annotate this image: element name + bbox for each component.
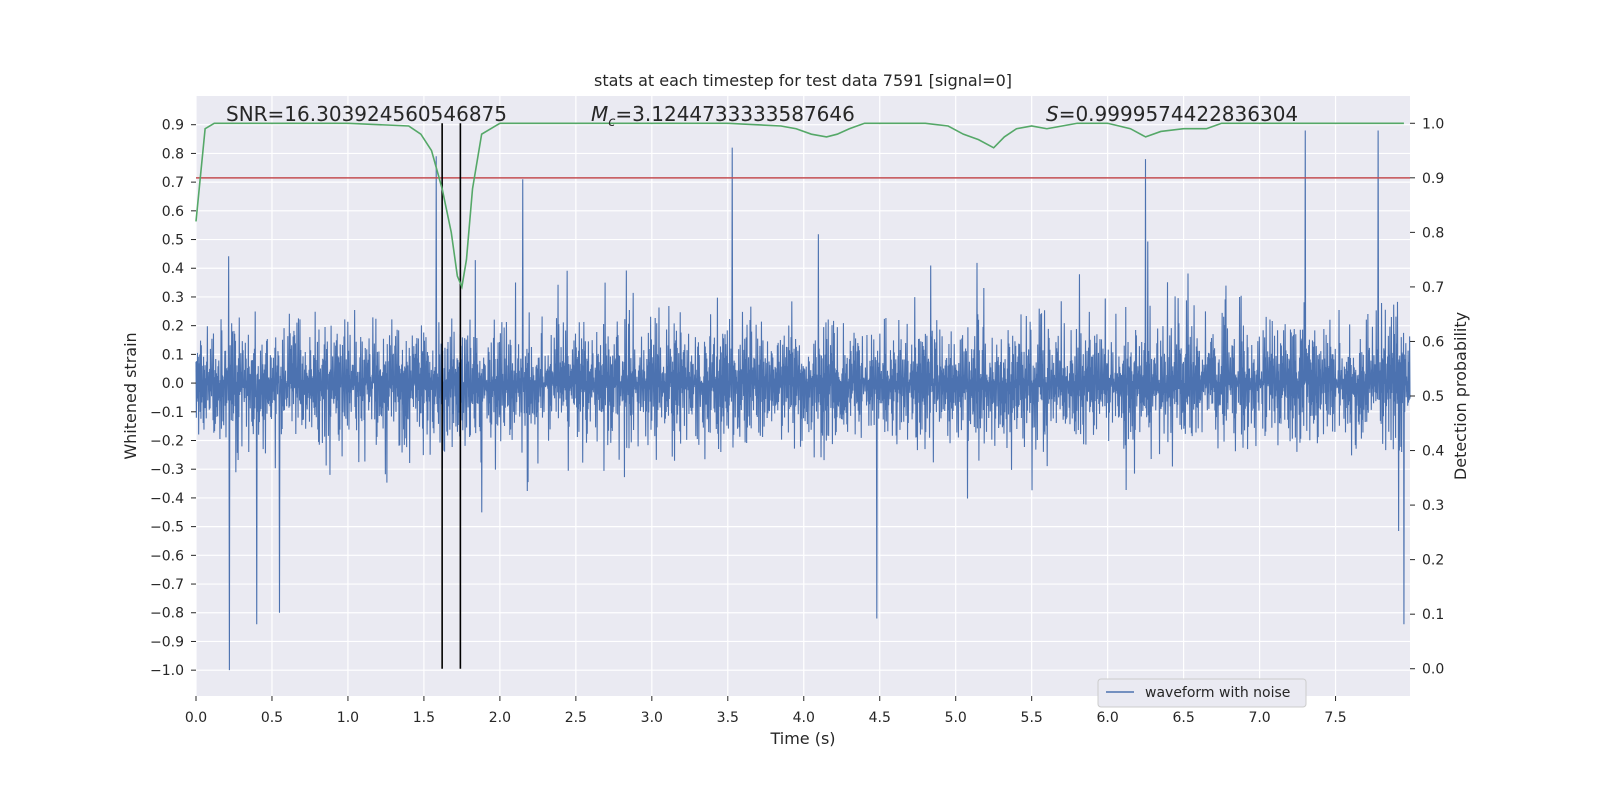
chart-title: stats at each timestep for test data 759…	[594, 71, 1012, 90]
legend-label: waveform with noise	[1145, 685, 1290, 701]
score-annotation: S=0.9999574422836304	[1046, 102, 1298, 126]
y-axis-ticks: 0.9 0.8 0.7 0.6 0.5 0.4 0.3 0.2 0.1 0.0 −0.1 −0.2 −0…	[150, 118, 196, 679]
y2-tick-label: 0.6	[1422, 334, 1444, 350]
y-tick-label: −0.4	[150, 491, 184, 507]
y2-tick-label: 0.8	[1422, 225, 1444, 241]
y2-tick-label: 0.2	[1422, 553, 1444, 569]
detection-probability-series	[195, 122, 1404, 290]
x-tick-label: 7.0	[1248, 710, 1270, 726]
x-tick-label: 0.5	[261, 710, 283, 726]
x-tick-label: 6.0	[1097, 710, 1119, 726]
x-tick-label: 1.5	[413, 710, 435, 726]
y-tick-label: 0.2	[162, 319, 184, 335]
event-markers	[441, 123, 462, 669]
y-tick-label: −1.0	[150, 663, 184, 679]
x-tick-label: 3.0	[641, 710, 663, 726]
y2-tick-label: 1.0	[1422, 116, 1444, 132]
y2-tick-label: 0.7	[1422, 280, 1444, 296]
y2-tick-label: 0.9	[1422, 171, 1444, 187]
y-tick-label: −0.7	[150, 577, 184, 593]
x-tick-label: 0.0	[185, 710, 207, 726]
y2-tick-label: 0.3	[1422, 498, 1444, 514]
legend-box	[1097, 678, 1307, 708]
x-tick-label: 5.5	[1021, 710, 1043, 726]
x-axis-label: Time (s)	[769, 729, 835, 748]
y2-tick-label: 0.0	[1422, 662, 1444, 678]
y-tick-label: 0.0	[162, 376, 184, 392]
snr-annotation: SNR=16.303924560546875	[226, 102, 507, 126]
x-tick-label: 6.5	[1172, 710, 1194, 726]
y-tick-label: 0.4	[162, 261, 184, 277]
y2-axis-label: Detection probability	[1451, 312, 1470, 480]
y-tick-label: 0.9	[162, 118, 184, 134]
x-tick-label: 4.5	[869, 710, 891, 726]
chirp-mass-annotation: Mc=3.1244733333587646	[591, 102, 855, 130]
y2-tick-label: 0.1	[1422, 607, 1444, 623]
y2-tick-label: 0.5	[1422, 389, 1444, 405]
y-tick-label: 0.7	[162, 175, 184, 191]
probability-line	[195, 122, 1404, 290]
x-tick-label: 7.5	[1324, 710, 1346, 726]
y-tick-label: −0.2	[150, 433, 184, 449]
y-tick-label: −0.1	[150, 405, 184, 421]
y-tick-label: −0.5	[150, 520, 184, 536]
y-tick-label: −0.6	[150, 548, 184, 564]
y2-tick-label: 0.4	[1422, 444, 1444, 460]
y-tick-label: 0.3	[162, 290, 184, 306]
waveform-series	[195, 130, 1411, 671]
x-tick-label: 4.0	[793, 710, 815, 726]
y-tick-label: −0.9	[150, 634, 184, 650]
x-axis-ticks: 0.0 0.5 1.0 1.5 2.0 2.5 3.0 3.5 4.0 4.5 5.0 5.5 6.0 6…	[185, 696, 1347, 726]
x-tick-label: 2.5	[565, 710, 587, 726]
y-tick-label: −0.3	[150, 462, 184, 478]
waveform-line	[195, 130, 1411, 671]
x-tick-label: 3.5	[717, 710, 739, 726]
x-tick-label: 5.0	[945, 710, 967, 726]
legend: waveform with noise	[1097, 678, 1307, 708]
y-tick-label: 0.6	[162, 204, 184, 220]
y-tick-label: 0.5	[162, 233, 184, 249]
y-tick-label: 0.1	[162, 347, 184, 363]
y-tick-label: −0.8	[150, 606, 184, 622]
x-tick-label: 1.0	[337, 710, 359, 726]
x-tick-label: 2.0	[489, 710, 511, 726]
y2-axis-ticks: 1.0 0.9 0.8 0.7 0.6 0.5 0.4 0.3 0.2 0.1 0.0	[1410, 116, 1444, 678]
y-tick-label: 0.8	[162, 146, 184, 162]
y-axis-label: Whitened strain	[121, 332, 140, 459]
